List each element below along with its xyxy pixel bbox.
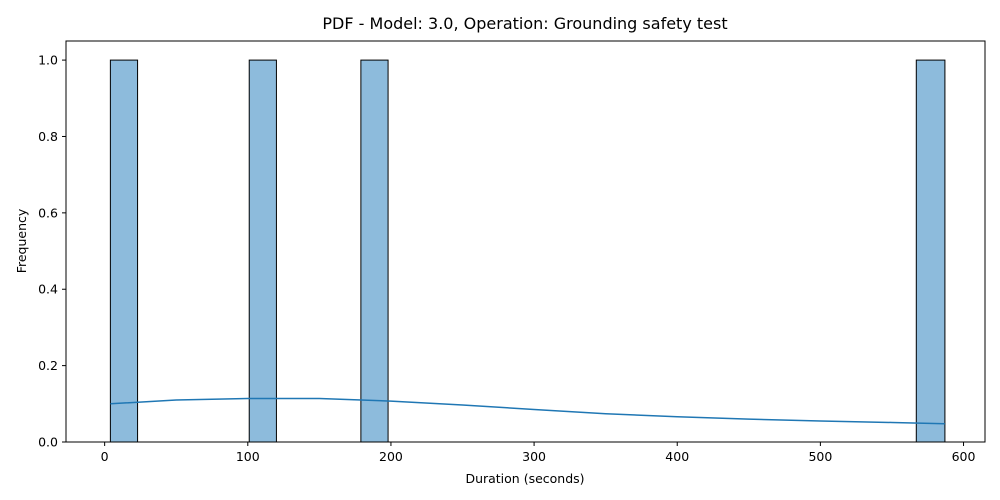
x-ticks-group: 0 100 200 300 400 500 600	[101, 442, 976, 464]
y-tick-label: 0.2	[38, 358, 58, 373]
kde-group	[110, 397, 945, 425]
y-tick-label: 0.6	[38, 205, 58, 220]
histogram-bar-1	[248, 59, 277, 443]
axes-group	[65, 40, 986, 443]
histogram-bar-0	[109, 59, 139, 443]
kde-line	[110, 397, 945, 425]
y-tick-label: 0.4	[38, 282, 58, 297]
y-tick-label: 0.0	[38, 435, 58, 450]
bars-group	[109, 59, 946, 443]
histogram-bar-3	[915, 59, 946, 443]
x-tick-label: 100	[236, 449, 260, 464]
x-tick-label: 0	[101, 449, 109, 464]
histogram-bar-2	[360, 59, 389, 443]
y-ticks-group: 0.0 0.2 0.4 0.6 0.8 1.0	[38, 53, 66, 450]
x-tick-label: 300	[522, 449, 546, 464]
x-tick-label: 200	[379, 449, 403, 464]
x-axis-label: Duration (seconds)	[465, 471, 584, 486]
y-tick-label: 0.8	[38, 129, 58, 144]
x-tick-label: 600	[952, 449, 976, 464]
y-tick-label: 1.0	[38, 53, 58, 68]
chart-title: PDF - Model: 3.0, Operation: Grounding s…	[322, 14, 727, 33]
x-tick-label: 500	[808, 449, 832, 464]
plot-frame	[65, 40, 986, 443]
x-tick-label: 400	[665, 449, 689, 464]
y-axis-label: Frequency	[14, 208, 29, 273]
